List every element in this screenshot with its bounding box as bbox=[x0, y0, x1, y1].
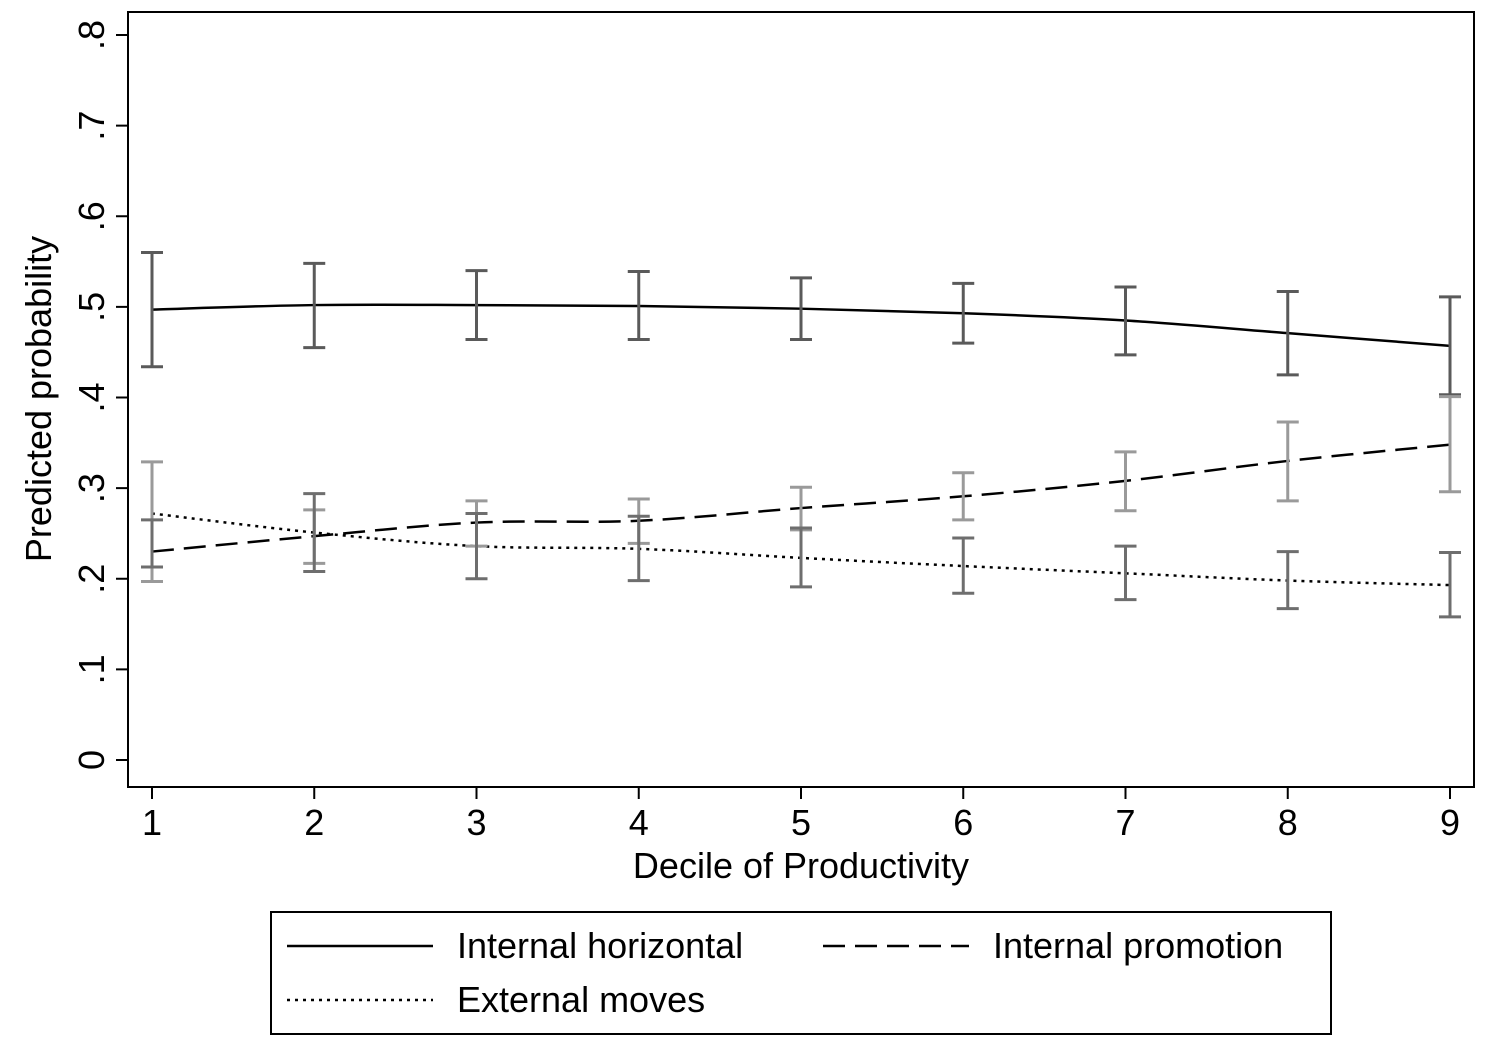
y-tick-label: .4 bbox=[71, 382, 112, 412]
y-tick-label: .3 bbox=[71, 473, 112, 503]
x-tick-label: 5 bbox=[791, 802, 811, 843]
errorbar-internal-promotion bbox=[1114, 450, 1137, 513]
errorbar-internal-horizontal bbox=[465, 269, 488, 341]
errorbar-internal-promotion bbox=[1276, 420, 1299, 503]
errorbar-external-moves bbox=[627, 514, 650, 583]
y-axis-title: Predicted probability bbox=[18, 236, 59, 562]
legend-item-internal-horizontal: Internal horizontal bbox=[287, 925, 743, 966]
x-tick-label: 7 bbox=[1115, 802, 1135, 843]
errorbar-external-moves bbox=[1439, 550, 1461, 619]
x-tick-label: 6 bbox=[953, 802, 973, 843]
errorbar-internal-horizontal bbox=[141, 251, 163, 369]
plot-frame bbox=[127, 11, 1475, 788]
x-axis-title: Decile of Productivity bbox=[633, 845, 969, 886]
errorbar-internal-promotion bbox=[1439, 395, 1461, 494]
y-tick-label: .8 bbox=[71, 20, 112, 50]
x-tick-label: 9 bbox=[1440, 802, 1460, 843]
x-tick-label: 8 bbox=[1278, 802, 1298, 843]
errorbar-external-moves bbox=[1276, 550, 1299, 611]
errorbar-internal-promotion bbox=[952, 471, 975, 522]
y-tick-label: 0 bbox=[71, 750, 112, 770]
y-tick-label: .7 bbox=[71, 111, 112, 141]
legend-box bbox=[270, 911, 1332, 1035]
errorbar-internal-horizontal bbox=[627, 270, 650, 341]
errorbar-external-moves bbox=[1114, 544, 1137, 602]
errorbar-internal-horizontal bbox=[790, 276, 812, 341]
legend-item-internal-promotion: Internal promotion bbox=[823, 925, 1283, 966]
errorbar-internal-horizontal bbox=[1276, 289, 1299, 377]
legend: Internal horizontal Internal promotion Ext… bbox=[270, 911, 1332, 1035]
errorbar-external-moves bbox=[465, 512, 488, 581]
legend-label: External moves bbox=[457, 979, 705, 1020]
x-axis: 1 2 3 4 5 6 7 8 9 bbox=[142, 787, 1460, 843]
x-tick-label: 3 bbox=[466, 802, 486, 843]
errorbar-internal-horizontal bbox=[303, 261, 326, 350]
x-tick-label: 4 bbox=[629, 802, 649, 843]
errorbar-external-moves bbox=[952, 536, 975, 595]
y-tick-label: .2 bbox=[71, 564, 112, 594]
errorbar-internal-horizontal bbox=[1439, 295, 1461, 397]
x-tick-label: 1 bbox=[142, 802, 162, 843]
legend-label: Internal horizontal bbox=[457, 925, 743, 966]
y-axis: 0 .1 .2 .3 .4 .5 .6 .7 .8 bbox=[71, 20, 128, 770]
y-tick-label: .1 bbox=[71, 654, 112, 684]
errorbar-external-moves bbox=[141, 518, 163, 569]
errorbar-layer bbox=[141, 251, 1461, 619]
errorbar-internal-horizontal bbox=[952, 281, 975, 345]
y-tick-label: .5 bbox=[71, 292, 112, 322]
y-tick-label: .6 bbox=[71, 201, 112, 231]
legend-label: Internal promotion bbox=[993, 925, 1283, 966]
errorbar-internal-horizontal bbox=[1114, 285, 1137, 357]
legend-item-external-moves: External moves bbox=[287, 979, 705, 1020]
errorbar-external-moves bbox=[303, 492, 326, 573]
errorbar-external-moves bbox=[790, 526, 812, 589]
x-tick-label: 2 bbox=[304, 802, 324, 843]
